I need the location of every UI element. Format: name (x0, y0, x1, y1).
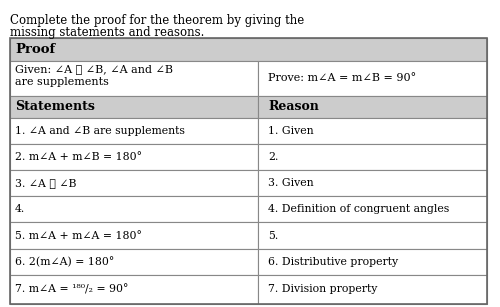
Bar (10, 38, 488, 60)
Text: 7. m∠A = ¹⁸⁰/₂ = 90°: 7. m∠A = ¹⁸⁰/₂ = 90° (15, 284, 128, 294)
Text: Complete the proof for the theorem by giving the: Complete the proof for the theorem by gi… (10, 14, 304, 27)
Bar (258, 223, 488, 249)
Bar (258, 196, 488, 223)
Text: 7. Division property: 7. Division property (268, 284, 378, 294)
Bar (10, 249, 258, 275)
Bar (10, 223, 258, 249)
Text: 6. 2(m∠A) = 180°: 6. 2(m∠A) = 180° (15, 256, 114, 267)
Text: Given: ∠A ≅ ∠B, ∠A and ∠B: Given: ∠A ≅ ∠B, ∠A and ∠B (15, 64, 173, 74)
Bar (10, 170, 258, 196)
Text: 5.: 5. (268, 231, 278, 241)
Text: 6. Distributive property: 6. Distributive property (268, 257, 398, 267)
Text: 4.: 4. (15, 204, 25, 214)
Text: 2.: 2. (268, 152, 278, 162)
Bar (258, 60, 488, 96)
Text: Prove: m∠A = m∠B = 90°: Prove: m∠A = m∠B = 90° (268, 73, 416, 83)
Bar (258, 96, 488, 118)
Text: 1. ∠A and ∠B are supplements: 1. ∠A and ∠B are supplements (15, 126, 185, 136)
Text: 2. m∠A + m∠B = 180°: 2. m∠A + m∠B = 180° (15, 152, 142, 162)
Text: 5. m∠A + m∠A = 180°: 5. m∠A + m∠A = 180° (15, 231, 142, 241)
Bar (10, 60, 258, 96)
Bar (258, 118, 488, 144)
Text: 3. Given: 3. Given (268, 178, 314, 188)
Bar (10, 38, 488, 304)
Bar (258, 275, 488, 304)
Bar (10, 144, 258, 170)
Text: 1. Given: 1. Given (268, 126, 314, 136)
Text: Statements: Statements (15, 100, 95, 113)
Text: are supplements: are supplements (15, 77, 109, 87)
Text: Reason: Reason (268, 100, 319, 113)
Text: 4. Definition of congruent angles: 4. Definition of congruent angles (268, 204, 450, 214)
Text: 3. ∠A ≅ ∠B: 3. ∠A ≅ ∠B (15, 178, 76, 188)
Bar (10, 96, 258, 118)
Bar (10, 196, 258, 223)
Text: missing statements and reasons.: missing statements and reasons. (10, 26, 204, 39)
Bar (258, 170, 488, 196)
Bar (258, 144, 488, 170)
Text: Proof: Proof (15, 43, 55, 56)
Bar (10, 118, 258, 144)
Bar (10, 275, 258, 304)
Bar (258, 249, 488, 275)
